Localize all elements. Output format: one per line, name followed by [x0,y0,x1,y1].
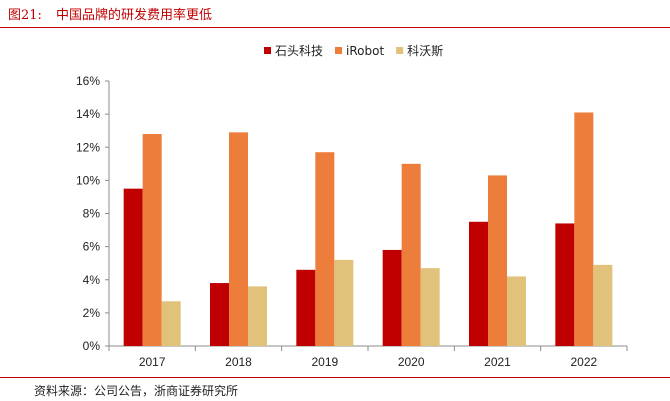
bar [142,134,162,346]
bar [420,268,440,346]
chart-axes: 0% 2% 4% 6% 8% 10% 12% 14% 16% 2017 2018 2019 2020 20… [76,74,628,369]
bar [401,163,421,346]
bar [334,259,354,346]
figure-title: 图21: 中国品牌的研发费用率更低 [8,4,212,23]
x-tick-label: 2022 [570,355,597,369]
y-tick-label: 16% [76,74,100,88]
bar [382,249,402,346]
x-tick-label: 2018 [225,355,252,369]
bar [229,132,248,346]
x-tick-label: 2017 [139,355,166,369]
y-tick-label: 4% [83,273,101,287]
figure-number: 图21: [8,8,42,23]
legend-swatch [335,47,343,54]
source-divider [0,377,670,378]
legend-swatch [264,47,271,54]
bar [507,276,526,346]
legend-label: iRobot [346,44,384,58]
bar [593,264,613,346]
bar [210,283,229,346]
y-tick-label: 6% [83,240,101,254]
bar [574,112,594,346]
bar [555,223,575,346]
bar [248,286,267,346]
legend-label: 石头科技 [275,44,323,58]
bar [296,269,316,346]
bar [469,221,488,346]
figure-title-text: 中国品牌的研发费用率更低 [55,8,212,23]
title-divider [0,27,670,28]
chart-legend: 石头科技 iRobot 科沃斯 [264,44,443,58]
source-note: 资料来源：公司公告，浙商证券研究所 [34,384,239,398]
bar [123,188,143,346]
y-tick-label: 10% [76,173,100,187]
chart-bars [123,112,613,346]
legend-label: 科沃斯 [407,44,443,58]
y-tick-label: 12% [76,140,100,154]
bar [488,175,507,346]
bar [161,301,181,346]
x-tick-label: 2021 [484,355,511,369]
y-tick-label: 14% [76,107,100,121]
y-tick-label: 8% [83,207,101,221]
x-tick-label: 2020 [398,355,425,369]
bar [315,152,335,346]
x-tick-label: 2019 [311,355,338,369]
legend-swatch [396,47,404,54]
y-tick-label: 0% [83,339,101,353]
y-tick-label: 2% [83,306,101,320]
